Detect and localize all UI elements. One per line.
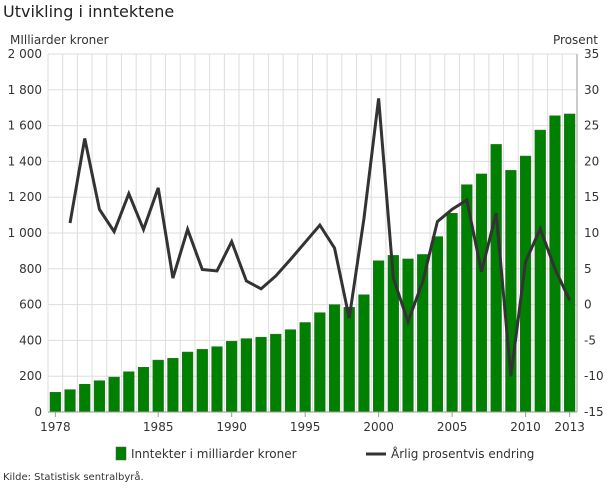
bar-1985 — [152, 359, 164, 413]
chart-svg: MIlliarder kroner Prosent 02004006008001… — [8, 33, 604, 461]
bar-2000 — [373, 260, 385, 413]
left-tick-label: 600 — [19, 298, 42, 312]
left-tick-label: 1 400 — [8, 154, 42, 168]
left-tick-label: 400 — [19, 333, 42, 347]
bar-1993 — [270, 333, 282, 413]
left-tick-label: 1 200 — [8, 190, 42, 204]
x-tick-label: 1995 — [290, 420, 321, 434]
right-tick-label: 15 — [584, 190, 599, 204]
right-tick-label: 0 — [584, 298, 592, 312]
bar-1992 — [255, 336, 267, 413]
right-tick-label: 20 — [584, 154, 599, 168]
bar-1990 — [226, 341, 238, 413]
left-axis-label: MIlliarder kroner — [10, 33, 109, 47]
x-tick-label: 2010 — [510, 420, 541, 434]
bar-1995 — [299, 322, 311, 413]
bar-1996 — [314, 312, 326, 413]
x-tick-label: 1978 — [40, 420, 71, 434]
bar-1999 — [358, 294, 370, 413]
bar-2004 — [431, 236, 443, 413]
left-tick-label: 1 600 — [8, 119, 42, 133]
x-tick-label: 2005 — [437, 420, 468, 434]
chart-title: Utvikling i inntektene — [3, 2, 175, 21]
line-series-change — [68, 98, 572, 377]
right-tick-label: -5 — [584, 333, 596, 347]
bar-1986 — [167, 358, 179, 413]
left-tick-label: 200 — [19, 369, 42, 383]
bar-2008 — [490, 144, 502, 413]
bar-1980 — [79, 384, 91, 413]
right-tick-label: 5 — [584, 262, 592, 276]
left-tick-label: 800 — [19, 262, 42, 276]
right-tick-label: 35 — [584, 47, 599, 61]
x-tick-label: 1985 — [143, 420, 174, 434]
bar-2005 — [446, 213, 458, 413]
bar-1979 — [64, 389, 76, 413]
bar-2013 — [564, 113, 576, 413]
bar-1997 — [328, 304, 341, 413]
bar-1989 — [211, 346, 223, 413]
bar-1987 — [182, 351, 194, 413]
bar-1984 — [137, 367, 150, 413]
bar-1988 — [196, 349, 208, 413]
left-tick-label: 1 800 — [8, 83, 42, 97]
legend-line-label: Årlig prosentvis endring — [391, 446, 534, 461]
right-tick-label: 25 — [584, 119, 599, 133]
right-tick-label: -15 — [584, 405, 604, 419]
x-tick-label: 2000 — [363, 420, 394, 434]
right-axis-label: Prosent — [553, 33, 598, 47]
legend: Inntekter i milliarder kroner Årlig pros… — [115, 446, 534, 461]
left-tick-label: 1 000 — [8, 226, 42, 240]
bar-2007 — [475, 173, 488, 413]
bar-1983 — [123, 371, 135, 413]
bar-1981 — [93, 380, 106, 413]
left-tick-label: 0 — [34, 405, 42, 419]
bar-1994 — [284, 329, 297, 413]
left-tick-label: 2 000 — [8, 47, 42, 61]
legend-bar-label: Inntekter i milliarder kroner — [131, 447, 297, 461]
right-tick-label: 10 — [584, 226, 599, 240]
right-tick-label: 30 — [584, 83, 599, 97]
bar-1982 — [108, 376, 120, 413]
bar-1991 — [240, 338, 252, 413]
bar-1978 — [49, 392, 61, 413]
right-tick-label: -10 — [584, 369, 604, 383]
x-tick-label: 2013 — [554, 420, 585, 434]
bar-2011 — [534, 129, 546, 413]
source-note: Kilde: Statistisk sentralbyrå. — [3, 472, 144, 483]
bar-2012 — [549, 115, 561, 413]
bar-1998 — [343, 307, 355, 413]
bar-2002 — [402, 258, 414, 413]
legend-bar-swatch — [115, 446, 127, 461]
x-tick-label: 1990 — [216, 420, 247, 434]
